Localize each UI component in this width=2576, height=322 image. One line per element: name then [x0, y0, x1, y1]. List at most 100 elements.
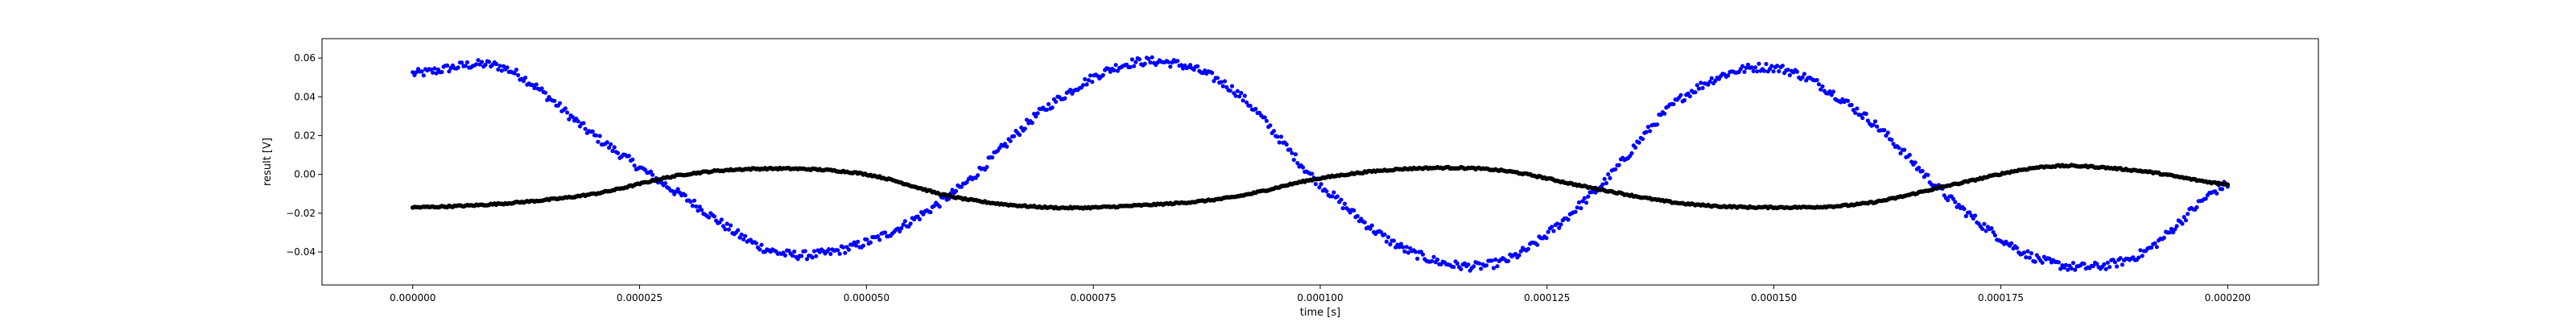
data-point: [2154, 245, 2159, 250]
data-point: [1451, 265, 1456, 270]
data-point: [1616, 163, 1621, 167]
data-point: [959, 184, 964, 189]
data-point: [1355, 213, 1360, 218]
data-point: [828, 251, 833, 256]
data-point: [1133, 60, 1138, 64]
data-point: [795, 257, 800, 262]
data-point: [606, 145, 612, 151]
data-point: [1775, 64, 1780, 68]
data-point: [1290, 151, 1294, 155]
data-point: [1875, 124, 1880, 129]
data-point: [1112, 68, 1117, 72]
data-point: [1645, 125, 1650, 130]
data-point: [753, 241, 758, 246]
data-point: [1402, 249, 1407, 254]
data-point: [597, 134, 602, 138]
data-point: [1491, 266, 1496, 270]
data-point: [1764, 61, 1769, 67]
data-point: [567, 117, 572, 122]
data-point: [2167, 230, 2172, 235]
data-point: [2070, 261, 2075, 266]
data-point: [1820, 84, 1825, 89]
data-point: [1864, 111, 1868, 116]
data-point: [2169, 226, 2174, 231]
x-tick-label: 0.000200: [2205, 292, 2251, 303]
data-point: [1024, 118, 1030, 122]
data-point: [1459, 266, 1463, 271]
data-point: [1210, 70, 1215, 76]
data-point: [1865, 118, 1870, 123]
data-point: [1897, 146, 1901, 151]
data-point: [1415, 256, 1420, 261]
data-point: [428, 67, 433, 72]
data-point: [1248, 103, 1253, 108]
data-point: [1476, 261, 1482, 266]
data-point: [1662, 111, 1667, 116]
data-point: [534, 82, 539, 87]
data-point: [1175, 59, 1180, 64]
data-point: [1479, 266, 1484, 271]
data-point: [990, 155, 995, 160]
data-point: [1063, 96, 1067, 101]
data-point: [1493, 257, 1498, 262]
data-point: [1233, 93, 1238, 98]
data-point: [2102, 262, 2107, 266]
data-point: [1814, 77, 1819, 83]
y-tick-label: 0.06: [294, 52, 316, 64]
data-point: [2194, 204, 2199, 210]
data-point: [1245, 100, 1249, 105]
x-tick-label: 0.000000: [390, 292, 436, 303]
data-point: [1637, 140, 1641, 145]
data-point: [1080, 83, 1086, 88]
data-point: [1695, 83, 1699, 88]
data-point: [1973, 213, 1978, 218]
data-point: [2009, 241, 2014, 246]
data-point: [1884, 133, 1889, 138]
data-point: [1046, 101, 1051, 106]
data-point: [431, 70, 436, 75]
data-point: [1551, 229, 1556, 233]
data-point: [581, 121, 586, 126]
data-point: [1212, 79, 1216, 84]
data-point: [1608, 175, 1612, 180]
data-point: [1707, 80, 1712, 85]
data-point: [1113, 63, 1118, 68]
x-tick-label: 0.000150: [1751, 292, 1797, 303]
data-point: [1984, 229, 1988, 233]
data-point: [1264, 118, 1269, 123]
data-point: [2063, 262, 2068, 267]
data-point: [1787, 72, 1792, 77]
data-point: [464, 60, 470, 64]
data-point: [1989, 225, 1994, 231]
data-point: [2103, 266, 2108, 271]
data-point: [523, 75, 528, 80]
data-point: [434, 71, 439, 76]
data-point: [1956, 202, 1961, 208]
data-point: [1137, 57, 1141, 62]
data-point: [543, 90, 548, 95]
data-point: [1648, 129, 1653, 134]
data-point: [2095, 262, 2099, 266]
data-point: [521, 79, 526, 84]
data-point: [1513, 251, 1518, 257]
data-point: [2091, 263, 2095, 269]
data-point: [2025, 249, 2030, 254]
data-point: [2033, 259, 2037, 264]
data-point: [1278, 134, 1284, 139]
data-point: [696, 208, 700, 213]
data-point: [1324, 189, 1329, 194]
data-point: [1769, 64, 1774, 68]
data-point: [1352, 208, 1356, 213]
data-point: [2219, 187, 2225, 192]
data-point: [474, 62, 479, 67]
data-point: [729, 223, 733, 228]
data-point: [726, 227, 732, 232]
data-point: [1229, 84, 1235, 89]
data-point: [1317, 185, 1322, 190]
data-point: [1129, 57, 1134, 62]
data-point: [1489, 258, 1494, 263]
data-point: [937, 204, 942, 209]
data-point: [2171, 230, 2176, 235]
data-point: [1713, 78, 1718, 83]
data-point: [997, 146, 1002, 151]
